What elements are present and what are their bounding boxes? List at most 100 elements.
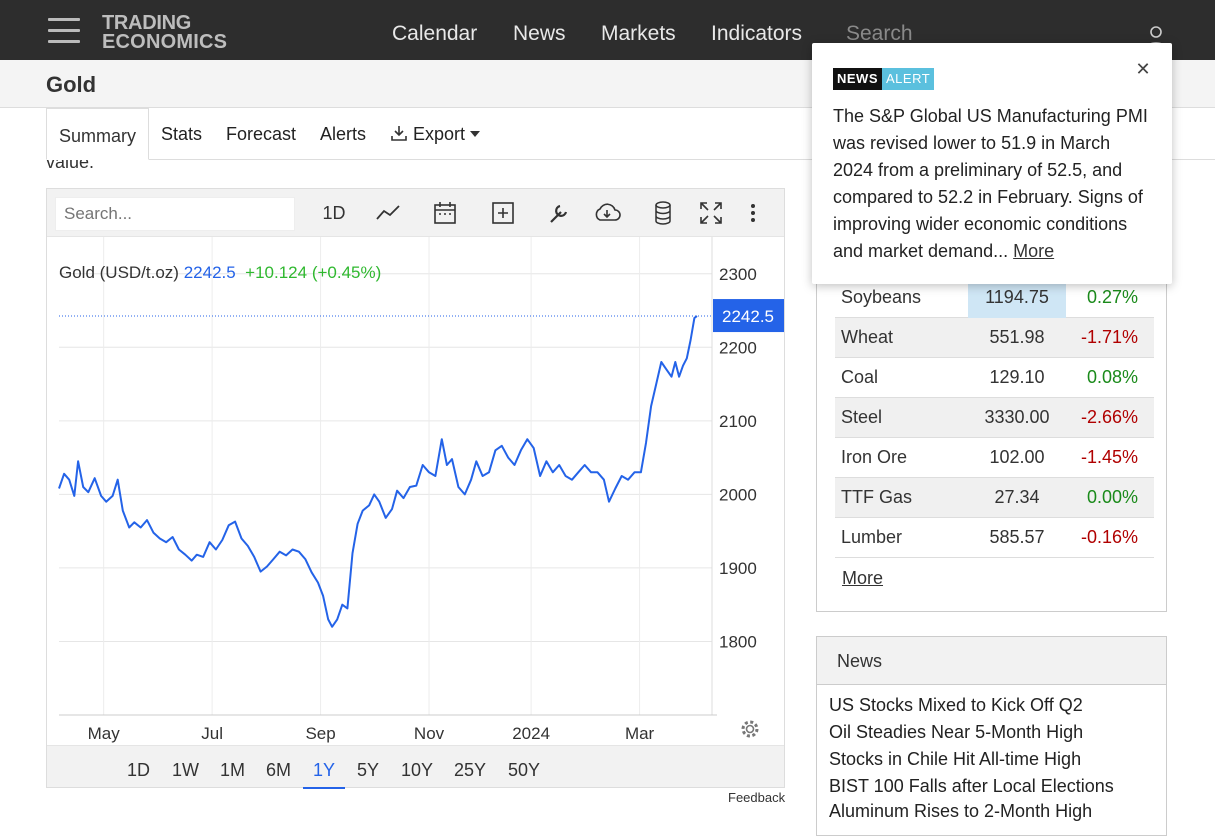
download-icon [391,126,407,141]
legend-change: +10.124 (+0.45%) [245,263,382,282]
menu-icon[interactable] [48,18,80,44]
tab-alerts[interactable]: Alerts [320,124,367,144]
commodity-change: 0.00% [1086,487,1138,507]
range-1y[interactable]: 1Y [303,760,346,789]
commodity-price: 551.98 [989,327,1045,347]
alert-text: The S&P Global US Manufacturing PMI was … [833,103,1155,265]
database-icon[interactable] [651,199,675,227]
x-tick-label: Sep [305,724,335,743]
range-25y[interactable]: 25Y [454,760,487,780]
tab-stats[interactable]: Stats [161,124,203,144]
table-row[interactable]: Iron Ore 102.00 -1.45% [835,438,1154,478]
news-item[interactable]: Aluminum Rises to 2-Month High [829,801,1093,821]
y-tick-label: 1900 [719,559,757,578]
series-line-gold [58,315,698,628]
chart-legend: Gold (USD/t.oz) 2242.5 +10.124 (+0.45%) [59,263,381,283]
news-item[interactable]: Oil Steadies Near 5-Month High [829,722,1084,742]
commodity-name[interactable]: TTF Gas [841,487,912,507]
commodity-change: -0.16% [1080,527,1138,547]
more-options-icon[interactable] [745,199,761,227]
top-navbar: TRADING ECONOMICS Calendar News Markets … [0,0,1215,60]
range-6m[interactable]: 6M [266,760,292,780]
nav-indicators[interactable]: Indicators [711,22,803,45]
range-5y[interactable]: 5Y [357,760,380,780]
commodity-change: -1.71% [1080,327,1138,347]
chart-panel: 1D 1800 1900 2000 2100 2200 [46,188,785,789]
nav-news[interactable]: News [513,22,566,45]
chart-toolbar: 1D [47,189,784,237]
wrench-icon[interactable] [546,199,572,227]
tab-export-label: Export [413,124,466,144]
commodity-change: 0.27% [1086,287,1138,307]
chart-search-input[interactable] [55,197,295,231]
commodity-name[interactable]: Lumber [841,527,903,547]
range-10y[interactable]: 10Y [401,760,434,780]
news-alert-badge: NEWS ALERT [833,68,935,90]
news-item[interactable]: Stocks in Chile Hit All-time High [829,749,1082,769]
logo-line-2: ECONOMICS [102,31,228,53]
table-row[interactable]: Coal 129.10 0.08% [835,358,1154,398]
y-tick-label: 2300 [719,265,757,284]
x-tick-label: May [88,724,121,743]
table-row[interactable]: TTF Gas 27.34 0.00% [835,478,1154,518]
commodity-price: 27.34 [994,487,1040,507]
tab-summary[interactable]: Summary [46,108,150,160]
y-tick-label: 2000 [719,485,757,504]
table-row[interactable]: Steel 3330.00 -2.66% [835,398,1154,438]
x-tick-label: 2024 [512,724,550,743]
site-logo[interactable]: TRADING ECONOMICS [102,12,228,53]
nav-calendar[interactable]: Calendar [392,22,478,45]
commodity-name[interactable]: Coal [841,367,879,387]
commodity-price: 102.00 [989,447,1045,467]
range-1m[interactable]: 1M [220,760,246,780]
commodity-price: 585.57 [989,527,1045,547]
last-value-badge [713,299,784,333]
nav-markets[interactable]: Markets [601,22,676,45]
y-tick-label: 2200 [719,338,757,357]
legend-value: 2242.5 [183,263,236,282]
fullscreen-icon[interactable] [698,199,724,227]
commodity-name[interactable]: Steel [841,407,883,427]
range-1d[interactable]: 1D [127,760,151,780]
close-icon[interactable]: ✕ [1135,59,1151,79]
interval-button[interactable]: 1D [322,202,346,223]
range-50y[interactable]: 50Y [508,760,541,780]
commodity-price: 129.10 [989,367,1045,387]
news-panel-title: News [817,637,1166,685]
y-tick-label: 1800 [719,632,757,651]
tab-export[interactable]: Export [390,124,481,145]
caret-down-icon [470,131,481,137]
calendar-icon[interactable] [432,199,458,227]
x-tick-label: Nov [414,724,445,743]
alert-more-link[interactable]: More [1013,241,1055,261]
badge-alert: ALERT [882,68,935,90]
y-tick-label: 2100 [719,412,757,431]
commodities-more-link[interactable]: More [842,568,884,588]
table-row[interactable]: Lumber 585.57 -0.16% [835,518,1154,558]
line-chart-icon[interactable] [375,199,401,227]
feedback-link[interactable]: Feedback [728,790,786,805]
commodity-name[interactable]: Iron Ore [841,447,908,467]
settings-icon[interactable] [741,720,759,738]
legend-series-name: Gold (USD/t.oz) [59,263,179,282]
commodity-change: -2.66% [1080,407,1138,427]
news-item[interactable]: BIST 100 Falls after Local Elections [829,776,1114,796]
tab-forecast[interactable]: Forecast [226,124,297,144]
commodity-name[interactable]: Soybeans [841,287,922,307]
price-chart[interactable]: 1800 1900 2000 2100 2200 2300 May Jul Sep Nov 2024… [47,237,784,745]
x-tick-label: Jul [201,724,223,743]
news-item[interactable]: US Stocks Mixed to Kick Off Q2 [829,695,1083,715]
range-1w[interactable]: 1W [172,760,199,780]
commodity-price: 3330.00 [984,407,1050,427]
badge-news: NEWS [833,68,882,90]
commodity-change: -1.45% [1080,447,1138,467]
add-series-icon[interactable] [490,199,516,227]
commodity-price: 1194.75 [968,278,1066,318]
logo-line-1: TRADING [102,12,192,34]
alert-body: The S&P Global US Manufacturing PMI was … [833,106,1148,261]
cloud-download-icon[interactable] [592,199,622,227]
table-row[interactable]: Wheat 551.98 -1.71% [835,318,1154,358]
commodity-name[interactable]: Wheat [841,327,894,347]
site-search-input[interactable]: Search [846,22,913,45]
table-row[interactable]: Soybeans 1194.75 0.27% [835,278,1154,318]
